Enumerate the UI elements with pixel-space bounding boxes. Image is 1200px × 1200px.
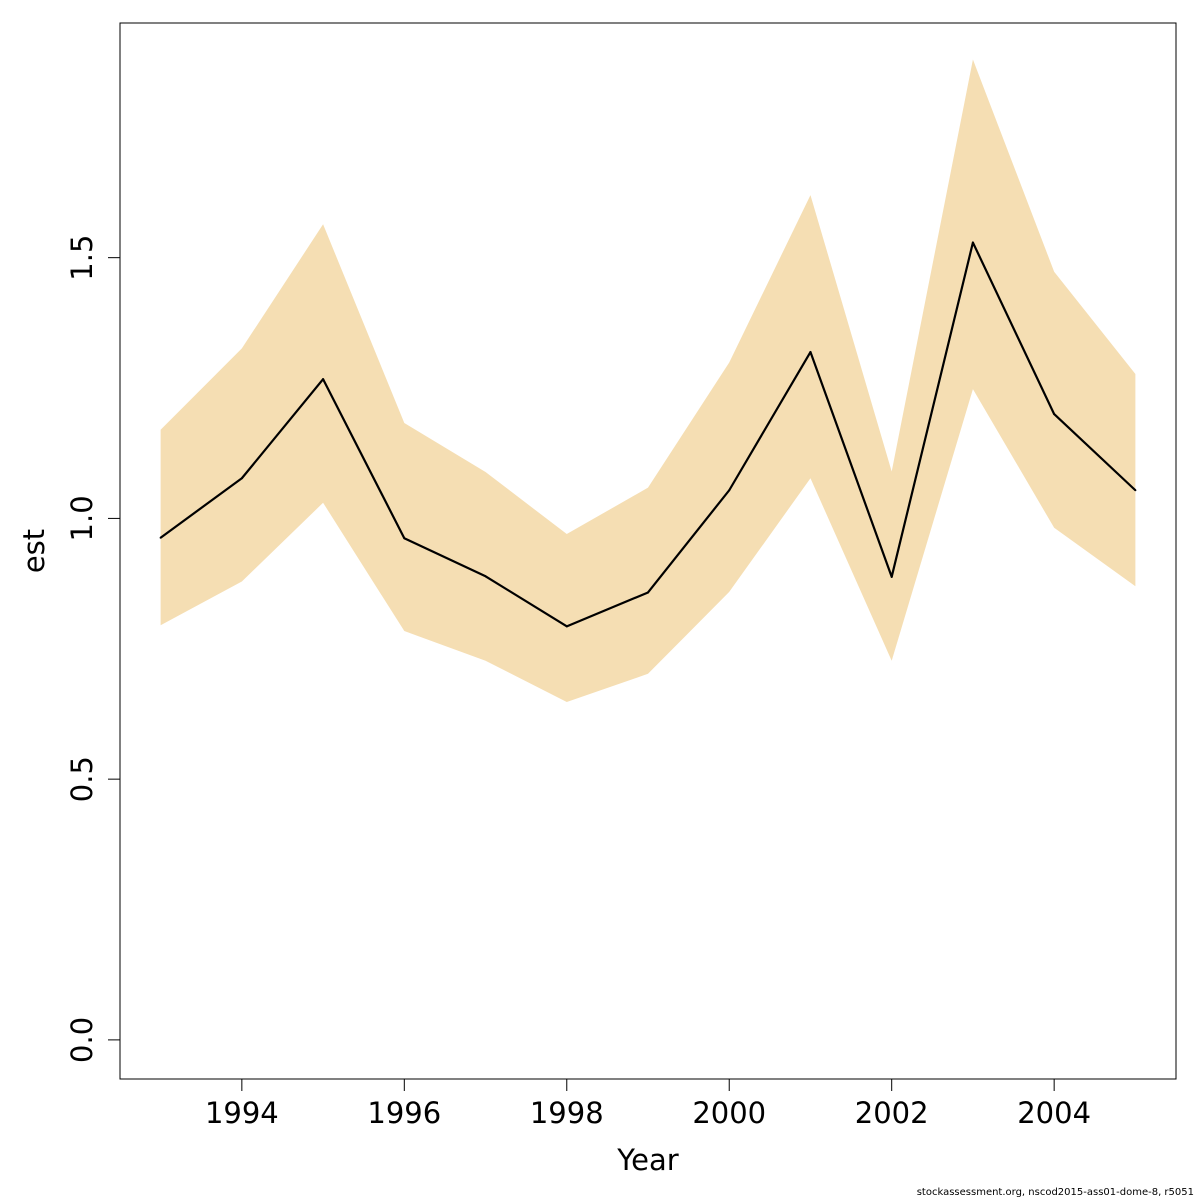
- data-point-1995: [322, 378, 325, 381]
- y-tick-label-1.5: 1.5: [65, 235, 99, 281]
- y-tick-label-1.0: 1.0: [65, 495, 99, 541]
- data-point-1994: [240, 477, 243, 480]
- plot-content: [159, 59, 1137, 702]
- data-point-2003: [971, 241, 974, 244]
- confidence-band: [160, 59, 1136, 702]
- x-axis-title: Year: [616, 1143, 678, 1177]
- data-point-2001: [809, 351, 812, 354]
- data-point-1999: [647, 591, 649, 594]
- y-tick-label-0.5: 0.5: [65, 756, 99, 802]
- data-point-2004: [1053, 413, 1056, 416]
- y-tick-label-0.0: 0.0: [65, 1017, 99, 1063]
- x-tick-label-1998: 1998: [530, 1096, 604, 1130]
- data-point-1998: [565, 625, 568, 628]
- x-tick-label-2002: 2002: [855, 1096, 929, 1130]
- data-point-2000: [728, 489, 731, 492]
- x-tick-label-1994: 1994: [205, 1096, 279, 1130]
- data-point-1996: [403, 537, 406, 540]
- footnote: stockassessment.org, nscod2015-ass01-dom…: [916, 1187, 1194, 1198]
- data-point-2002: [890, 575, 893, 578]
- data-point-2005: [1134, 489, 1137, 492]
- data-point-1993: [159, 536, 162, 539]
- x-tick-label-1996: 1996: [367, 1096, 441, 1130]
- y-axis-title: est: [17, 529, 51, 573]
- plot-frame: [119, 22, 1177, 1080]
- x-tick-label-2000: 2000: [692, 1096, 766, 1130]
- data-point-1997: [484, 575, 487, 578]
- x-axis: 1994 1996 1998 2000 2002 2004: [205, 1079, 1091, 1130]
- y-axis: 0.0 0.5 1.0 1.5: [65, 235, 120, 1063]
- x-tick-label-2004: 2004: [1017, 1096, 1091, 1130]
